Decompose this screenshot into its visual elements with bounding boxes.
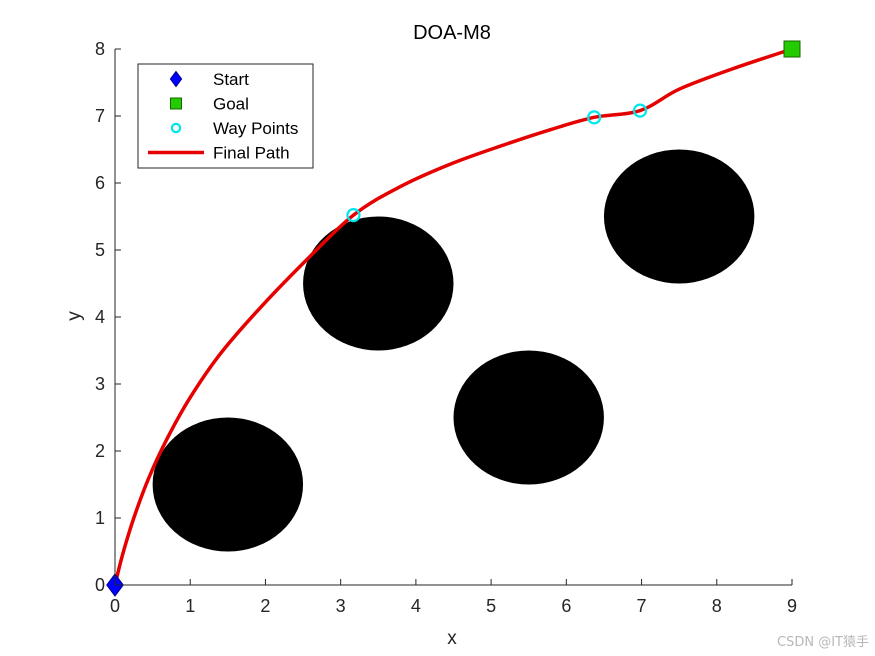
x-tick-label: 6: [561, 596, 571, 616]
legend-way-points-swatch: [170, 122, 182, 134]
legend-box: [137, 63, 314, 169]
y-tick-label: 4: [95, 307, 105, 327]
obstacle-2: [303, 216, 454, 351]
y-tick-label: 6: [95, 173, 105, 193]
y-tick-label: 3: [95, 374, 105, 394]
legend-goal-swatch: [170, 97, 182, 110]
x-tick-label: 8: [712, 596, 722, 616]
way-points-marker-3: [632, 103, 648, 118]
x-tick-label: 1: [185, 596, 195, 616]
x-tick-label: 4: [411, 596, 421, 616]
obstacle-3: [453, 350, 604, 485]
way-points-marker-2: [587, 110, 602, 125]
chart-title: DOA-M8: [413, 22, 491, 44]
x-tick-label: 5: [486, 596, 496, 616]
y-tick-labels: 0 1 2 3 4 5 6 7 8: [95, 39, 105, 595]
y-axis-label: y: [64, 311, 85, 321]
obstacles-layer: [152, 149, 755, 552]
x-axis-label: x: [447, 628, 457, 649]
x-tick-label: 7: [637, 596, 647, 616]
way-points-marker-1: [346, 208, 361, 223]
goal-marker-1: [783, 40, 801, 58]
y-tick-label: 2: [95, 441, 105, 461]
y-tick-label: 0: [95, 575, 105, 595]
legend: Start Goal Way Points Final Path: [137, 63, 314, 169]
watermark: CSDN @IT猿手: [777, 635, 869, 650]
x-tick-labels: 0 1 2 3 4 5 6 7 8 9: [110, 596, 797, 616]
obstacle-4: [603, 149, 755, 284]
obstacle-1: [152, 417, 304, 552]
y-tick-label: 7: [95, 106, 105, 126]
axes: [114, 48, 793, 586]
legend-final-path-label: Final Path: [213, 144, 290, 163]
legend-start-swatch: [169, 70, 183, 88]
y-tick-label: 5: [95, 240, 105, 260]
legend-goal-label: Goal: [213, 95, 249, 114]
y-tick-label: 8: [95, 39, 105, 59]
x-tick-label: 0: [110, 596, 120, 616]
y-tick-label: 1: [95, 508, 105, 528]
x-tick-label: 2: [260, 596, 270, 616]
legend-start-label: Start: [213, 70, 249, 89]
final-path-line: [113, 47, 794, 587]
final-path-layer: [113, 47, 794, 587]
legend-way-points-label: Way Points: [213, 119, 298, 138]
x-tick-label: 3: [336, 596, 346, 616]
x-tick-label: 9: [787, 596, 797, 616]
